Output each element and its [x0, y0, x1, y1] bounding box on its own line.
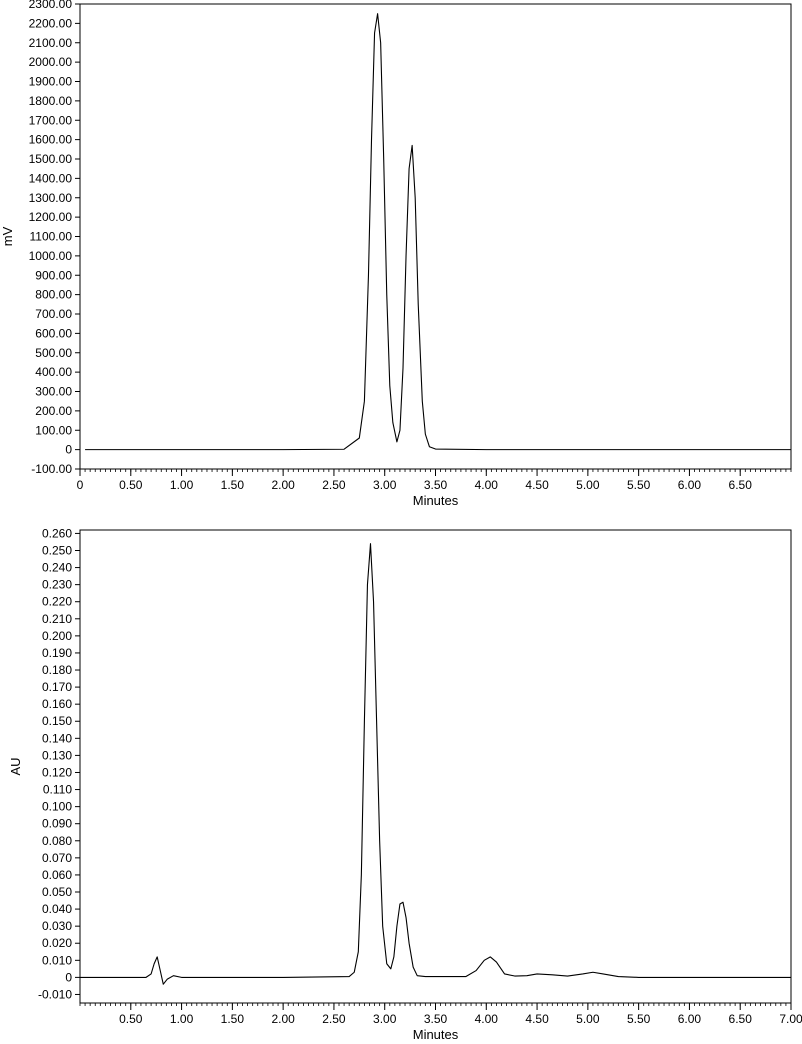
x-tick-label: 5.00	[576, 1012, 600, 1026]
y-tick-label: 1900.00	[29, 75, 73, 89]
y-tick-label: 500.00	[35, 346, 72, 360]
chromatogram-panel-bottom: 0.50 1.00 1.50 2.00 2.50 3.00 3.50 4.00 4.50 5.00…	[8, 526, 802, 1042]
y-tick-label: 2000.00	[29, 55, 73, 69]
y-tick-label: 0.230	[42, 578, 72, 592]
y-tick-label: 0.210	[42, 612, 72, 626]
x-tick-label: 1.00	[170, 1012, 194, 1026]
x-tick-label: 3.00	[373, 1012, 397, 1026]
x-tick-label: 6.00	[678, 1012, 702, 1026]
y-tick-label: 300.00	[35, 385, 72, 399]
y-tick-label: 1700.00	[29, 113, 73, 127]
y-tick-label: 0.160	[42, 697, 72, 711]
y-tick-label: 0	[65, 443, 72, 457]
y-tick-label: 1600.00	[29, 133, 73, 147]
x-tick-label: 1.00	[170, 478, 194, 492]
y-tick-label: 2200.00	[29, 16, 73, 30]
x-tick-label: 6.50	[729, 478, 753, 492]
y-tick-label: 1100.00	[30, 230, 73, 244]
y-tick-label: 0.030	[42, 919, 72, 933]
chromatogram-trace	[85, 13, 791, 451]
x-tick-label: 3.50	[424, 1012, 448, 1026]
y-tick-label: 200.00	[35, 404, 72, 418]
y-tick-label: 0.200	[42, 629, 72, 643]
x-tick-label: 0.50	[119, 478, 143, 492]
x-tick-label: 4.00	[475, 478, 499, 492]
x-tick-label: 6.50	[729, 1012, 753, 1026]
y-tick-label: 0.240	[42, 561, 72, 575]
plot-frame	[79, 3, 792, 470]
y-tick-label: 0.140	[42, 731, 72, 745]
y-tick-label: 0.220	[42, 595, 72, 609]
y-tick-label: 0.250	[42, 543, 72, 557]
y-tick-label: 0.260	[42, 526, 72, 540]
x-tick-label: 4.50	[525, 1012, 549, 1026]
chromatogram-panel-top: 0 0.50 1.00 1.50 2.00 2.50 3.00 3.50 4.00 4.50 5.0…	[0, 0, 792, 508]
x-tick-label: 3.50	[424, 478, 448, 492]
y-tick-label: 100.00	[35, 423, 72, 437]
y-tick-label: 1800.00	[29, 94, 73, 108]
y-tick-label: 1500.00	[29, 152, 73, 166]
y-tick-label: 0.100	[42, 800, 72, 814]
y-tick-label: 800.00	[35, 288, 72, 302]
x-tick-label: 2.50	[322, 1012, 346, 1026]
y-tick-label: 0.110	[43, 783, 72, 797]
x-tick-label: 5.50	[627, 1012, 651, 1026]
plot-frame	[79, 529, 792, 1004]
y-axis-title: AU	[8, 757, 23, 775]
x-tick-label: 1.50	[221, 1012, 245, 1026]
y-tick-label: 0.130	[42, 748, 72, 762]
y-tick-label: 1300.00	[29, 191, 73, 205]
y-tick-label: 0.120	[42, 765, 72, 779]
y-tick-label: 0.040	[42, 902, 72, 916]
x-tick-label: 7.00	[779, 1012, 802, 1026]
x-tick-label: 2.00	[271, 1012, 295, 1026]
x-tick-label: 2.00	[271, 478, 295, 492]
x-axis-title: Minutes	[413, 1027, 459, 1042]
y-tick-label: 700.00	[35, 307, 72, 321]
y-tick-label: -100.00	[31, 462, 72, 476]
y-tick-label: 0	[65, 970, 72, 984]
x-tick-label: 4.00	[475, 1012, 499, 1026]
y-tick-label: -0.010	[38, 987, 72, 1001]
x-tick-label: 0.50	[119, 1012, 143, 1026]
x-axis-title: Minutes	[413, 493, 459, 508]
x-tick-label: 5.00	[576, 478, 600, 492]
y-tick-label: 2100.00	[29, 36, 73, 50]
y-tick-label: 600.00	[35, 326, 72, 340]
chromatogram-trace	[80, 543, 791, 985]
x-tick-label: 1.50	[221, 478, 245, 492]
x-tick-label: 4.50	[525, 478, 549, 492]
y-axis-title: mV	[0, 226, 15, 246]
y-tick-label: 0.070	[42, 851, 72, 865]
y-tick-label: 0.180	[42, 663, 72, 677]
x-tick-label: 0	[77, 478, 84, 492]
x-tick-label: 5.50	[627, 478, 651, 492]
y-tick-label: 900.00	[35, 268, 72, 282]
y-tick-label: 0.020	[42, 936, 72, 950]
y-tick-label: 1000.00	[29, 249, 73, 263]
x-tick-label: 3.00	[373, 478, 397, 492]
y-tick-label: 0.080	[42, 834, 72, 848]
x-tick-label: 6.00	[678, 478, 702, 492]
y-tick-label: 400.00	[35, 365, 72, 379]
y-tick-label: 0.150	[42, 714, 72, 728]
y-tick-label: 0.170	[42, 680, 72, 694]
y-tick-label: 0.190	[42, 646, 72, 660]
y-tick-label: 1200.00	[29, 210, 73, 224]
y-tick-label: 0.060	[42, 868, 72, 882]
y-tick-label: 1400.00	[29, 171, 73, 185]
y-tick-label: 0.010	[42, 953, 72, 967]
x-tick-label: 2.50	[322, 478, 346, 492]
y-tick-label: 0.090	[42, 817, 72, 831]
y-tick-label: 0.050	[42, 885, 72, 899]
y-tick-label: 2300.00	[29, 0, 73, 11]
